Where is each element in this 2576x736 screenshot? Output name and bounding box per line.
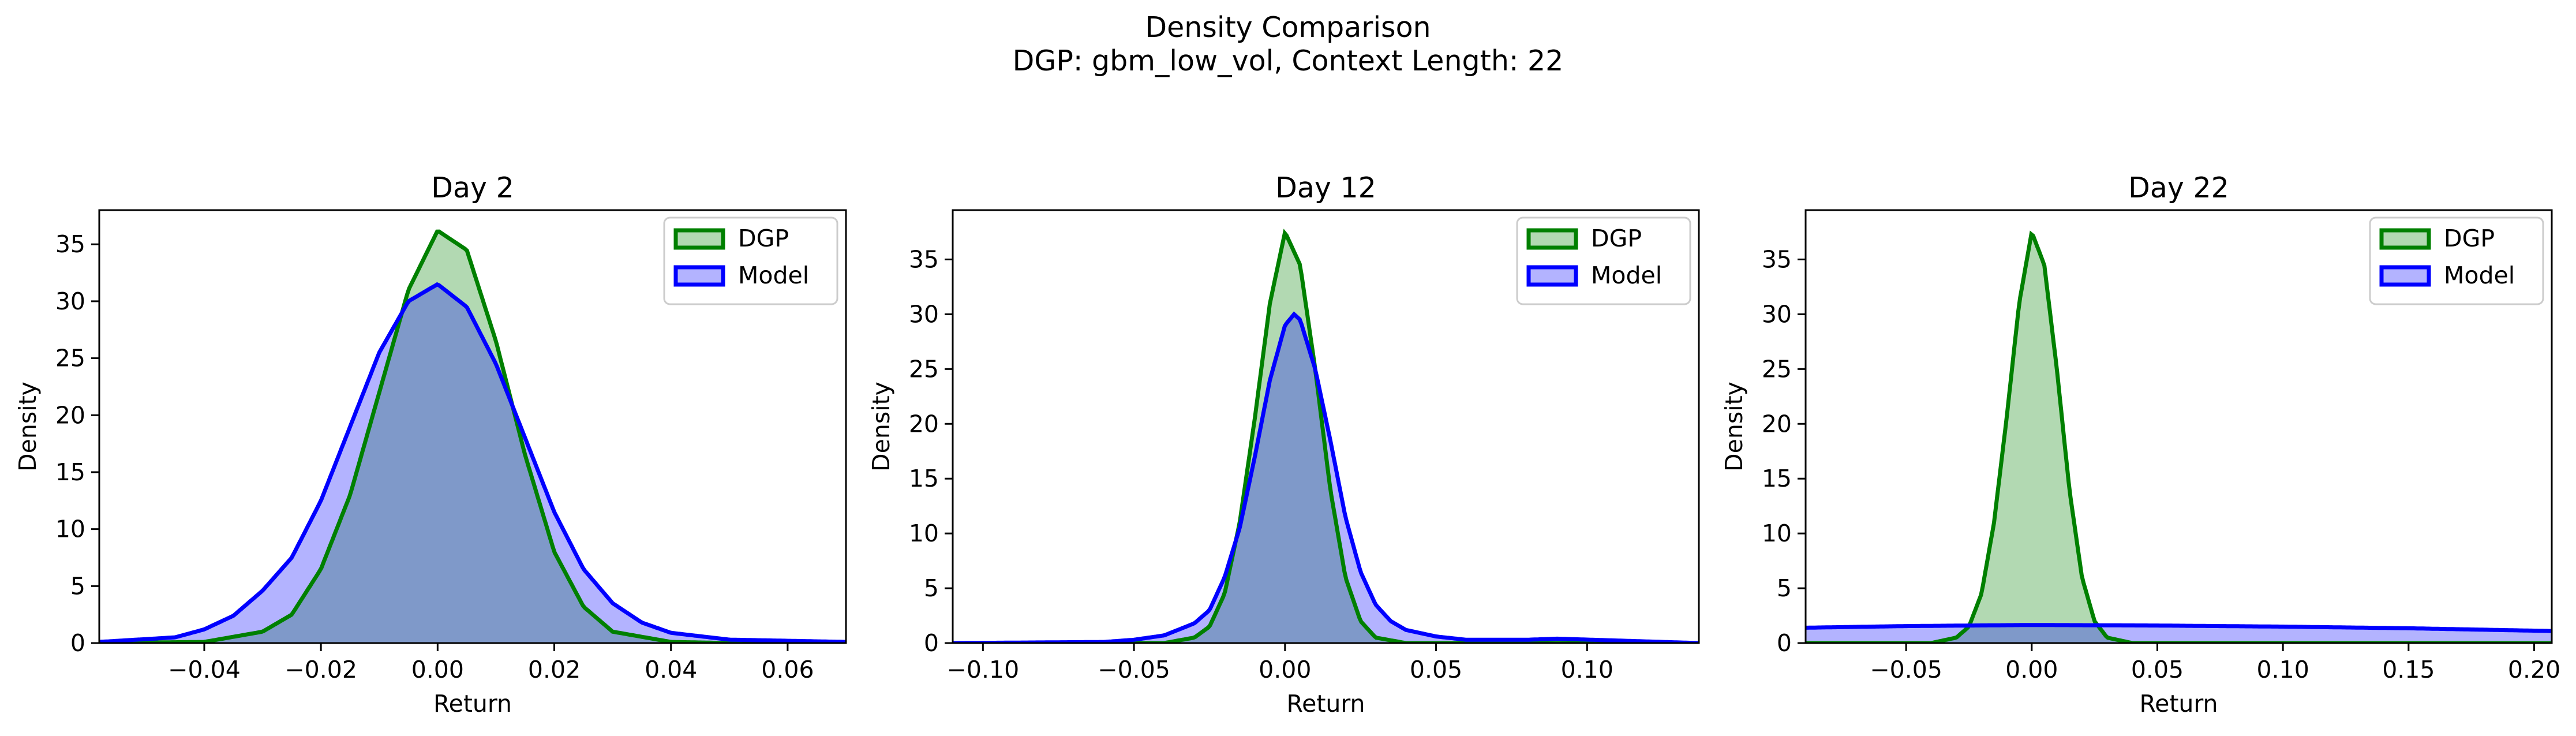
model-line <box>99 282 846 643</box>
legend-swatch <box>1526 228 1578 250</box>
y-tick-label: 35 <box>1762 245 1792 273</box>
x-tick-label: 0.00 <box>411 656 464 683</box>
y-tick-label: 0 <box>70 629 85 657</box>
x-tick-label: 0.15 <box>2382 656 2435 683</box>
x-tick-label: 0.06 <box>761 656 814 683</box>
model-line <box>953 311 1699 643</box>
overlap-area <box>953 314 1699 643</box>
legend-swatch <box>2379 265 2431 287</box>
legend-swatch <box>2379 228 2431 250</box>
legend-label: Model <box>1591 261 1662 289</box>
legend-label: Model <box>738 261 809 289</box>
x-axis-label: Return <box>2139 690 2218 718</box>
y-tick-label: 30 <box>55 287 85 315</box>
y-tick-label: 20 <box>55 401 85 429</box>
y-tick-label: 0 <box>924 629 939 657</box>
y-tick-label: 35 <box>909 245 939 273</box>
y-tick-label: 25 <box>909 355 939 383</box>
y-tick-label: 10 <box>1762 520 1792 547</box>
x-tick-label: −0.10 <box>947 656 1020 683</box>
panel-title: Day 22 <box>2128 171 2229 204</box>
x-tick-label: 0.04 <box>645 656 697 683</box>
x-tick-label: 0.02 <box>528 656 581 683</box>
x-axis-label: Return <box>1286 690 1365 718</box>
y-tick-label: 15 <box>909 465 939 492</box>
panel-title: Day 2 <box>431 171 514 204</box>
y-tick-label: 10 <box>55 515 85 543</box>
x-tick-label: 0.20 <box>2508 656 2560 683</box>
axes-frame <box>952 209 1700 644</box>
y-axis-label: Density <box>1720 382 1748 472</box>
x-tick-label: −0.04 <box>168 656 241 683</box>
figure-title: Density Comparison <box>1145 11 1431 44</box>
legend-swatch <box>673 265 725 287</box>
y-tick-label: 25 <box>1762 355 1792 383</box>
x-axis-label: Return <box>433 690 512 718</box>
y-tick-label: 0 <box>1777 629 1792 657</box>
legend-label: Model <box>2444 261 2515 289</box>
y-tick-label: 35 <box>55 230 85 258</box>
chart-panel-1: −0.04 −0.02 0.00 0.02 0.04 0.06 0 5 10 15 20 25 30 35… <box>14 171 847 718</box>
legend: DGP Model <box>1516 216 1691 305</box>
x-tick-label: 0.05 <box>2131 656 2184 683</box>
plot-area <box>953 229 1699 643</box>
plot-area <box>1806 230 2552 643</box>
axes-frame <box>98 209 847 644</box>
y-tick-label: 20 <box>909 410 939 438</box>
x-tick-label: −0.05 <box>1098 656 1170 683</box>
x-tick-label: 0.00 <box>1259 656 1311 683</box>
legend-swatch <box>673 228 725 250</box>
legend-label: DGP <box>2444 225 2495 252</box>
y-tick-label: 5 <box>70 572 85 600</box>
x-tick-label: 0.10 <box>2257 656 2309 683</box>
y-tick-label: 10 <box>909 520 939 547</box>
y-tick-label: 30 <box>909 300 939 328</box>
y-tick-label: 30 <box>1762 300 1792 328</box>
y-tick-label: 25 <box>55 345 85 372</box>
x-tick-label: 0.00 <box>2005 656 2058 683</box>
y-tick-label: 15 <box>1762 465 1792 492</box>
y-axis-label: Density <box>867 382 895 472</box>
x-tick-label: −0.02 <box>284 656 357 683</box>
overlap-area <box>99 284 846 643</box>
model-line <box>1806 623 2552 633</box>
y-tick-label: 5 <box>924 574 939 602</box>
x-tick-label: 0.10 <box>1561 656 1613 683</box>
chart-panel-3: −0.05 0.00 0.05 0.10 0.15 0.20 0 5 10 15 20 25 30 35 D… <box>1720 171 2560 718</box>
overlap-area <box>1806 625 2552 643</box>
axes-frame <box>1804 209 2553 644</box>
y-tick-label: 5 <box>1777 574 1792 602</box>
dgp-line <box>953 229 1699 643</box>
legend: DGP Model <box>2369 216 2544 305</box>
legend: DGP Model <box>663 216 838 305</box>
y-axis-label: Density <box>14 382 42 472</box>
y-tick-label: 15 <box>55 458 85 486</box>
chart-panel-2: −0.10 −0.05 0.00 0.05 0.10 0 5 10 15 20 25 30 35 Day … <box>867 171 1700 718</box>
legend-swatch <box>1526 265 1578 287</box>
y-tick-label: 20 <box>1762 410 1792 438</box>
chart-panels: −0.04 −0.02 0.00 0.02 0.04 0.06 0 5 10 15 20 25 30 35… <box>14 171 2560 718</box>
legend-label: DGP <box>1591 225 1642 252</box>
panel-title: Day 12 <box>1275 171 1376 204</box>
x-tick-label: 0.05 <box>1410 656 1462 683</box>
x-tick-label: −0.05 <box>1870 656 1942 683</box>
figure-subtitle: DGP: gbm_low_vol, Context Length: 22 <box>1013 44 1564 77</box>
legend-label: DGP <box>738 225 789 252</box>
